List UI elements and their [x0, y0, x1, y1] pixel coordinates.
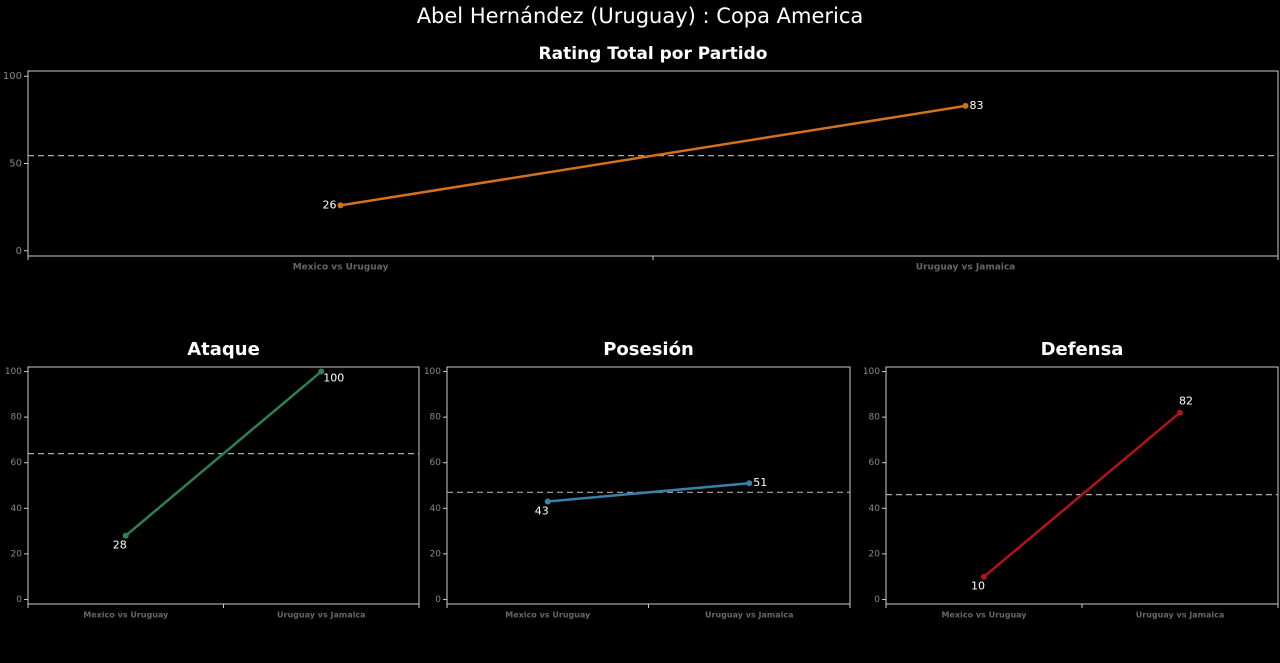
y-tick-label: 0: [16, 246, 22, 257]
x-tick-label: Mexico vs Uruguay: [293, 263, 389, 273]
point: [962, 102, 969, 109]
series-line: [124, 370, 323, 537]
y-tick-label: 80: [869, 413, 881, 423]
plot-frame: [446, 366, 851, 605]
point: [337, 202, 344, 209]
plot-frame: [27, 70, 1279, 257]
point: [1177, 409, 1183, 416]
y-tick-label: 40: [430, 504, 442, 514]
y-tick-label: 20: [11, 549, 23, 559]
x-tick-label: Mexico vs Uruguay: [942, 611, 1028, 620]
data-label: 100: [323, 372, 344, 385]
x-tick-label: Mexico vs Uruguay: [505, 611, 591, 620]
page-title: Abel Hernández (Uruguay) : Copa America: [417, 4, 864, 28]
data-label: 51: [753, 476, 767, 489]
point: [544, 498, 551, 505]
series-line: [983, 411, 1181, 578]
point: [122, 532, 129, 539]
point: [746, 480, 753, 487]
point: [981, 573, 987, 580]
plot-frame: [885, 366, 1279, 605]
y-tick-label: 100: [424, 367, 441, 377]
y-tick-label: 0: [435, 595, 441, 605]
plot-frame: [27, 366, 420, 605]
y-tick-label: 100: [863, 367, 880, 377]
data-label: 26: [323, 198, 337, 211]
point: [318, 368, 325, 375]
y-tick-label: 0: [16, 595, 22, 605]
y-tick-label: 40: [11, 504, 23, 514]
y-tick-label: 20: [430, 549, 442, 559]
x-tick-label: Mexico vs Uruguay: [83, 611, 169, 620]
chart-title: Defensa: [1041, 339, 1124, 360]
y-tick-label: 0: [874, 595, 880, 605]
chart-title: Rating Total por Partido: [539, 44, 768, 64]
y-tick-label: 100: [5, 367, 22, 377]
x-tick-label: Uruguay vs Jamaica: [277, 611, 365, 620]
y-tick-label: 60: [430, 458, 442, 468]
data-label: 83: [970, 99, 984, 112]
y-tick-label: 50: [9, 159, 22, 170]
chart-title: Posesión: [603, 339, 694, 360]
data-label: 43: [535, 504, 549, 517]
x-tick-label: Uruguay vs Jamaica: [916, 263, 1016, 273]
data-label: 82: [1179, 395, 1193, 408]
y-tick-label: 80: [11, 413, 23, 423]
y-tick-label: 40: [869, 504, 881, 514]
x-tick-label: Uruguay vs Jamaica: [705, 611, 793, 620]
series-line: [547, 481, 750, 503]
y-tick-label: 60: [11, 458, 23, 468]
y-tick-label: 20: [869, 549, 881, 559]
x-tick-label: Uruguay vs Jamaica: [1136, 611, 1224, 620]
series-line: [340, 104, 966, 207]
data-label: 10: [971, 580, 985, 593]
data-label: 28: [113, 539, 127, 552]
y-tick-label: 100: [3, 71, 22, 82]
chart-title: Ataque: [187, 339, 260, 360]
y-tick-label: 60: [869, 458, 881, 468]
y-tick-label: 80: [430, 413, 442, 423]
